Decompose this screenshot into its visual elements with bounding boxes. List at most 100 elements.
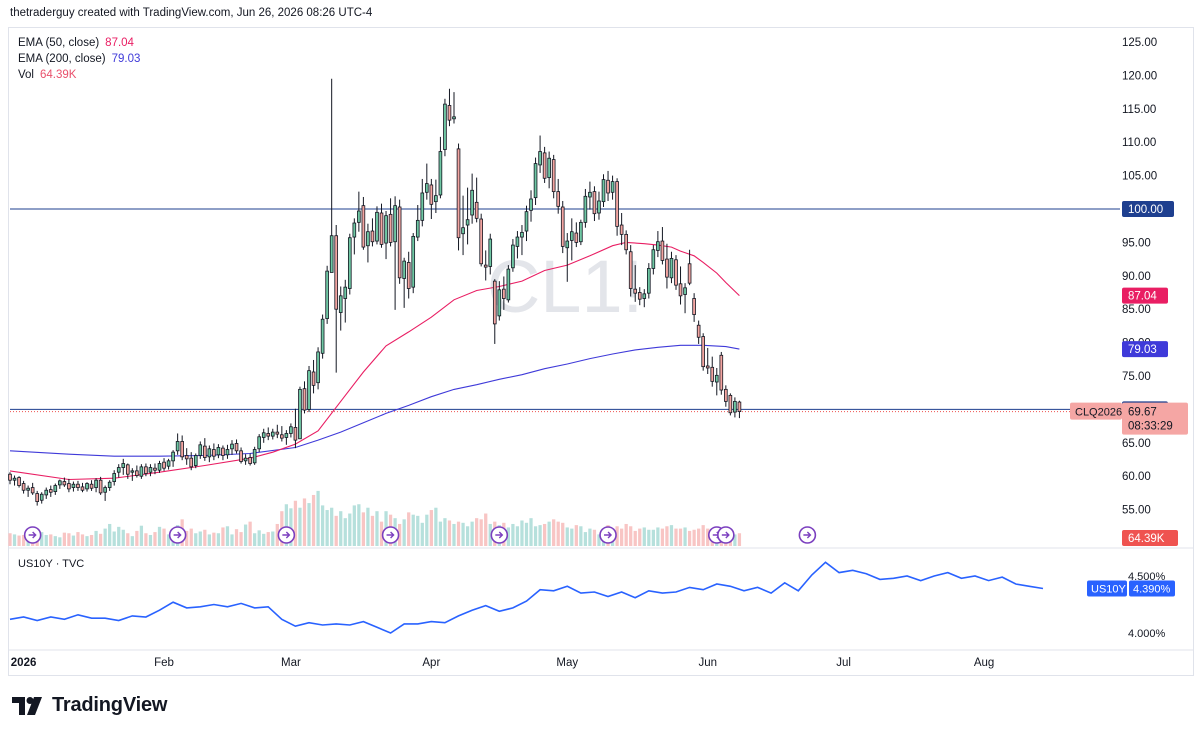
candle[interactable] <box>556 178 561 214</box>
candle[interactable] <box>352 218 357 255</box>
candle[interactable] <box>642 289 647 308</box>
candle[interactable] <box>89 480 94 491</box>
candle[interactable] <box>610 175 615 200</box>
candle[interactable] <box>207 445 212 463</box>
candle[interactable] <box>184 448 189 465</box>
candle[interactable] <box>683 283 687 314</box>
candle[interactable] <box>647 263 651 299</box>
candle[interactable] <box>687 249 692 286</box>
candle[interactable] <box>633 265 638 302</box>
candle[interactable] <box>325 265 329 324</box>
candle[interactable] <box>474 177 479 223</box>
event-marker-icon[interactable] <box>168 526 187 544</box>
candle[interactable] <box>112 470 117 486</box>
candle[interactable] <box>35 490 39 506</box>
candle[interactable] <box>533 157 538 205</box>
candle[interactable] <box>71 481 76 492</box>
candle[interactable] <box>39 492 44 504</box>
candle[interactable] <box>529 190 533 222</box>
candle[interactable] <box>656 231 660 258</box>
candle[interactable] <box>728 393 733 416</box>
candle[interactable] <box>53 483 58 495</box>
candle[interactable] <box>624 230 628 255</box>
candle[interactable] <box>230 440 234 455</box>
candle[interactable] <box>488 233 493 275</box>
candle[interactable] <box>678 266 683 305</box>
candle[interactable] <box>125 463 130 479</box>
candle[interactable] <box>307 365 311 413</box>
candle[interactable] <box>574 222 579 248</box>
candle[interactable] <box>388 198 393 247</box>
candle[interactable] <box>62 477 67 487</box>
candle[interactable] <box>520 225 524 256</box>
candle[interactable] <box>67 478 71 493</box>
candle[interactable] <box>579 219 583 246</box>
candle[interactable] <box>497 281 502 321</box>
candle[interactable] <box>329 78 334 273</box>
candle[interactable] <box>565 233 570 282</box>
candle[interactable] <box>107 480 112 491</box>
candle[interactable] <box>719 351 724 395</box>
last-price-badge[interactable]: 69.67 08:33:29 <box>1122 402 1188 435</box>
candle[interactable] <box>601 174 606 207</box>
candle[interactable] <box>438 136 443 199</box>
candle[interactable] <box>669 251 674 284</box>
candle[interactable] <box>302 381 307 414</box>
candle[interactable] <box>524 205 529 242</box>
candle[interactable] <box>470 173 474 224</box>
candle[interactable] <box>175 433 180 455</box>
candle[interactable] <box>103 485 107 501</box>
candle[interactable] <box>144 463 148 477</box>
candle[interactable] <box>257 434 261 453</box>
candle[interactable] <box>506 265 511 303</box>
candle[interactable] <box>216 444 221 459</box>
candle[interactable] <box>148 464 153 477</box>
candle[interactable] <box>157 460 162 473</box>
candle[interactable] <box>606 170 610 201</box>
candle[interactable] <box>615 178 619 236</box>
event-marker-icon[interactable] <box>798 526 817 544</box>
candle[interactable] <box>434 179 438 214</box>
candle[interactable] <box>429 178 434 220</box>
candle[interactable] <box>289 423 293 438</box>
candle[interactable] <box>551 154 556 199</box>
candle[interactable] <box>597 191 601 220</box>
candle[interactable] <box>266 427 271 441</box>
candle[interactable] <box>21 480 26 494</box>
ema50-badge[interactable]: 87.04 <box>1122 287 1168 304</box>
candle[interactable] <box>334 225 339 373</box>
candle[interactable] <box>674 255 678 290</box>
candle[interactable] <box>733 397 737 418</box>
candle[interactable] <box>447 88 452 127</box>
candle[interactable] <box>8 472 12 485</box>
candle[interactable] <box>660 227 665 265</box>
candle[interactable] <box>542 146 547 183</box>
candle[interactable] <box>402 257 406 308</box>
candle[interactable] <box>239 447 243 464</box>
candle[interactable] <box>12 475 17 486</box>
candle[interactable] <box>425 163 429 200</box>
candle[interactable] <box>483 250 488 281</box>
candle[interactable] <box>298 386 302 440</box>
candle[interactable] <box>637 287 642 306</box>
candle[interactable] <box>270 428 275 440</box>
candle[interactable] <box>135 465 139 478</box>
symbol-tag[interactable]: CLQ2026 <box>1070 402 1122 420</box>
candle[interactable] <box>737 400 742 419</box>
candle[interactable] <box>714 367 719 396</box>
candle[interactable] <box>511 239 515 272</box>
candle[interactable] <box>44 487 49 499</box>
candle[interactable] <box>384 211 388 260</box>
candle[interactable] <box>692 293 696 322</box>
candle[interactable] <box>411 233 416 294</box>
candle[interactable] <box>347 233 352 295</box>
candle[interactable] <box>415 204 420 242</box>
volume-badge[interactable]: 64.39K <box>1122 530 1178 546</box>
candle[interactable] <box>166 458 171 470</box>
candle[interactable] <box>588 181 592 210</box>
event-marker-icon[interactable] <box>599 526 617 544</box>
candle[interactable] <box>397 199 402 284</box>
candle[interactable] <box>619 213 624 246</box>
candle[interactable] <box>705 347 710 374</box>
